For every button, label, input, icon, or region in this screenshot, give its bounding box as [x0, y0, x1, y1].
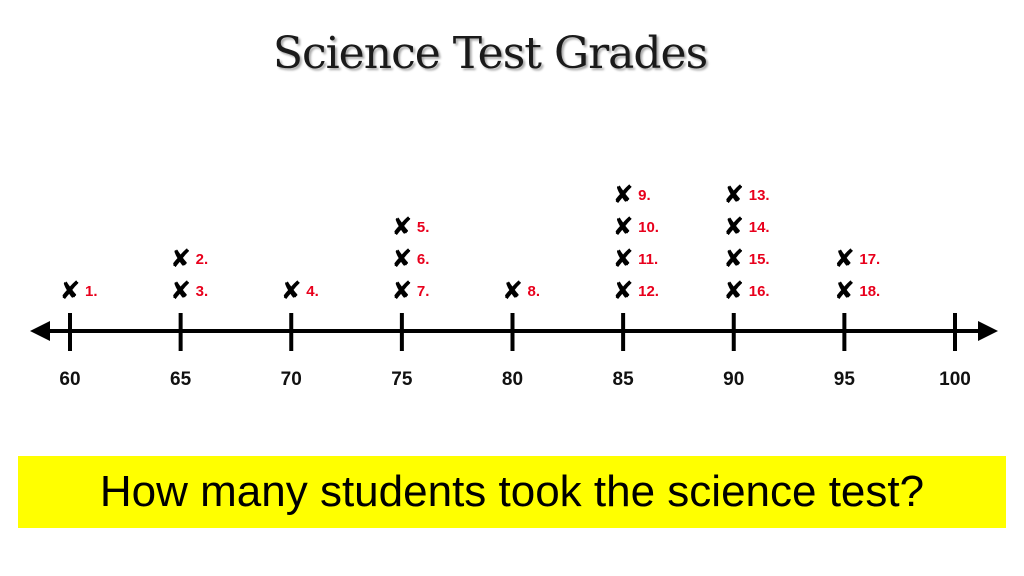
tick-label: 80: [502, 369, 523, 390]
data-marker: ✘: [613, 244, 634, 273]
axis-arrow-left: [30, 321, 50, 341]
data-marker: ✘: [723, 276, 744, 305]
data-marker: ✘: [834, 244, 855, 273]
data-marker: ✘: [281, 276, 302, 305]
tick-marks: 60 65 70 75 80 85 90 95 100: [59, 313, 971, 390]
tick-label: 70: [281, 369, 302, 390]
data-marker: ✘: [60, 276, 81, 305]
data-label: 7.: [417, 283, 430, 300]
data-label: 6.: [417, 251, 430, 268]
data-label: 18.: [859, 283, 880, 300]
data-label: 9.: [638, 187, 651, 204]
data-label: 10.: [638, 219, 659, 236]
data-label: 11.: [638, 251, 658, 268]
tick-label: 65: [170, 369, 192, 390]
question-banner: How many students took the science test?: [18, 456, 1006, 528]
data-marker: ✘: [613, 276, 634, 305]
data-label: 16.: [749, 283, 770, 300]
data-label: 2.: [196, 251, 209, 268]
data-marker: ✘: [391, 212, 412, 241]
data-label: 3.: [196, 283, 209, 300]
tick-label: 75: [391, 369, 413, 390]
data-marker: ✘: [723, 180, 744, 209]
data-label: 12.: [638, 283, 659, 300]
data-marker: ✘: [613, 212, 634, 241]
data-marker: ✘: [723, 212, 744, 241]
data-marker: ✘: [834, 276, 855, 305]
data-label: 5.: [417, 219, 430, 236]
data-label: 17.: [859, 251, 880, 268]
data-label: 14.: [749, 219, 770, 236]
data-label: 4.: [306, 283, 319, 300]
dot-plot: 60 65 70 75 80 85 90 95 100 ✘ 1.✘ 2.✘ 3. ✘ 4.✘ 5.✘ 6.✘ 7…: [30, 180, 998, 390]
data-label: 13.: [749, 187, 770, 204]
data-marker: ✘: [502, 276, 523, 305]
data-marker: ✘: [170, 244, 191, 273]
chart-title: Science Test Grades: [272, 28, 708, 79]
data-label: 15.: [749, 251, 770, 268]
data-label: 8.: [528, 283, 541, 300]
data-label: 1.: [85, 283, 98, 300]
data-marker: ✘: [391, 244, 412, 273]
data-marker: ✘: [391, 276, 412, 305]
data-marker: ✘: [723, 244, 744, 273]
tick-label: 95: [834, 369, 856, 390]
data-marker: ✘: [170, 276, 191, 305]
axis-arrow-right: [978, 321, 998, 341]
data-marker: ✘: [613, 180, 634, 209]
tick-label: 100: [939, 369, 971, 390]
tick-label: 85: [613, 369, 635, 390]
tick-label: 60: [59, 369, 80, 390]
data-points: ✘ 1.✘ 2.✘ 3. ✘ 4.✘ 5.✘ 6.✘ 7. ✘ 8.✘ 9.✘ 10.✘ 11.✘ 12.✘…: [60, 180, 881, 305]
tick-label: 90: [723, 369, 744, 390]
